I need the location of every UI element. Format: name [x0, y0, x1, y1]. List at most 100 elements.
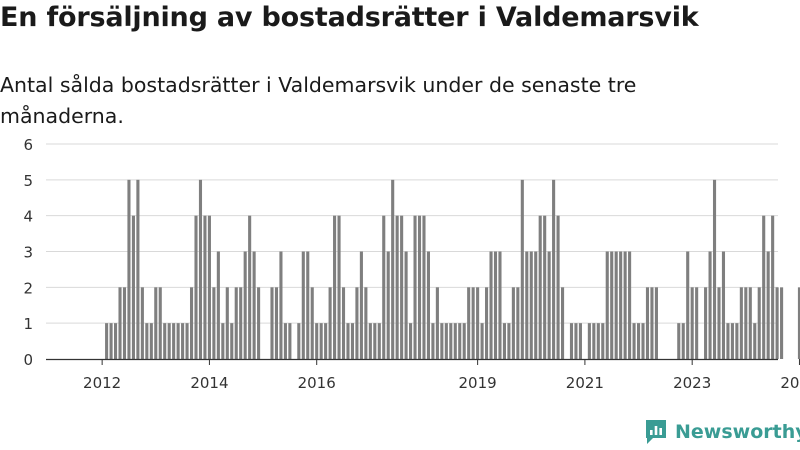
bar	[628, 251, 632, 359]
page-title: En försäljning av bostadsrätter i Valdem…	[0, 2, 699, 33]
bar	[435, 287, 439, 359]
bar	[167, 323, 171, 359]
bar	[239, 287, 243, 359]
bar	[400, 215, 404, 359]
bar	[552, 179, 556, 359]
y-tick-label: 5	[23, 172, 33, 190]
bar	[619, 251, 623, 359]
bar	[444, 323, 448, 359]
bar	[766, 251, 770, 359]
bar	[221, 323, 225, 359]
y-tick-label: 2	[23, 279, 33, 297]
x-tick-label: 2016	[298, 374, 336, 392]
bar	[163, 323, 167, 359]
x-tick-label: 2012	[83, 374, 121, 392]
bar	[185, 323, 189, 359]
x-axis-ticks: 2012 2014 2016 2019 2021 2023 2025	[83, 359, 800, 392]
bar	[632, 323, 636, 359]
bar	[189, 287, 194, 359]
bar	[717, 287, 721, 359]
bar	[708, 251, 712, 359]
bar	[127, 179, 131, 359]
bar	[547, 251, 551, 359]
bar	[252, 251, 256, 359]
bar	[203, 215, 207, 359]
bar	[422, 215, 426, 359]
x-tick-label: 2025	[780, 374, 800, 392]
bar	[569, 323, 574, 359]
bar	[172, 323, 176, 359]
bar	[364, 287, 368, 359]
bar	[556, 215, 560, 359]
bar	[493, 251, 498, 359]
bar	[601, 323, 605, 359]
bar	[458, 323, 462, 359]
newsworthy-logo-icon	[646, 420, 666, 444]
brand-name: Newsworthy	[675, 420, 800, 443]
bar	[704, 287, 708, 359]
bar	[248, 215, 252, 359]
x-tick-label: 2023	[673, 374, 711, 392]
bar	[525, 251, 529, 359]
bar	[748, 287, 752, 359]
bar	[623, 251, 627, 359]
bar	[467, 287, 471, 359]
bar	[744, 287, 748, 359]
bar	[337, 215, 341, 359]
y-tick-label: 6	[23, 136, 33, 154]
bar	[122, 287, 127, 359]
bar	[319, 323, 323, 359]
y-tick-label: 1	[23, 315, 33, 333]
bar	[359, 251, 363, 359]
bar	[735, 323, 739, 359]
bar	[315, 323, 319, 359]
bar	[726, 323, 730, 359]
y-tick-label: 4	[23, 208, 33, 226]
bar	[257, 287, 261, 359]
bar	[690, 287, 694, 359]
bar	[476, 287, 480, 359]
bar	[288, 323, 292, 359]
bar	[730, 323, 734, 359]
bar	[279, 251, 283, 359]
bar	[194, 215, 198, 359]
bar	[502, 323, 506, 359]
bar	[176, 323, 180, 359]
bar	[225, 287, 229, 359]
y-axis-ticks: 0 1 2 3 4 5 6	[23, 136, 33, 369]
bar	[413, 215, 417, 359]
bar	[368, 323, 372, 359]
bar	[605, 251, 609, 359]
bar	[596, 323, 600, 359]
bar	[686, 251, 690, 359]
bar	[391, 179, 395, 359]
bar	[154, 287, 158, 359]
y-tick-label: 0	[23, 351, 33, 369]
bar	[109, 323, 113, 359]
bar	[462, 323, 466, 359]
bar	[654, 287, 658, 359]
bar	[158, 287, 162, 359]
bar	[636, 323, 641, 359]
bar	[355, 287, 359, 359]
bar	[274, 287, 279, 359]
bar	[534, 251, 538, 359]
bar	[440, 323, 444, 359]
bar	[753, 323, 757, 359]
bar	[695, 287, 699, 359]
bar	[341, 287, 346, 359]
bar	[610, 251, 614, 359]
bar	[587, 323, 591, 359]
bar	[297, 323, 301, 359]
bar	[471, 287, 475, 359]
bar	[207, 215, 211, 359]
bar	[145, 323, 149, 359]
bar	[489, 251, 493, 359]
bar	[198, 179, 203, 359]
bar	[641, 323, 645, 359]
bar	[677, 323, 681, 359]
bar	[574, 323, 578, 359]
bar	[431, 323, 435, 359]
bar	[771, 215, 775, 359]
